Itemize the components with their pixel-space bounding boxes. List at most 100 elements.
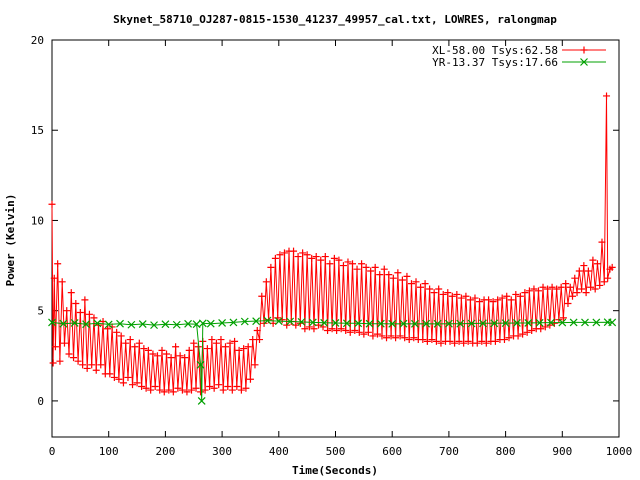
series-0-point-241 bbox=[591, 285, 599, 293]
x-tick-label-6: 600 bbox=[382, 445, 402, 458]
series-0-point-136 bbox=[353, 265, 361, 273]
series-0-point-93 bbox=[256, 336, 264, 344]
x-tick-label-4: 400 bbox=[269, 445, 289, 458]
series-0-point-115 bbox=[305, 323, 313, 331]
series-1-point-46 bbox=[535, 318, 544, 327]
series-0-point-161 bbox=[410, 334, 418, 342]
series-0-point-29 bbox=[110, 373, 118, 381]
series-0-point-89 bbox=[246, 375, 254, 383]
series-1-point-36 bbox=[422, 319, 431, 328]
series-0-point-249 bbox=[608, 263, 616, 271]
series-0-point-170 bbox=[430, 289, 438, 297]
series-1-point-1 bbox=[59, 319, 68, 328]
series-0-point-71 bbox=[206, 382, 214, 390]
series-1-point-9 bbox=[150, 321, 158, 330]
series-0-point-184 bbox=[462, 292, 470, 300]
series-0-point-80 bbox=[226, 339, 234, 347]
series-0-point-186 bbox=[466, 296, 474, 304]
series-0-point-19 bbox=[88, 361, 96, 369]
series-0-point-58 bbox=[176, 352, 184, 360]
series-0-point-98 bbox=[267, 263, 275, 271]
series-0-point-179 bbox=[451, 339, 459, 347]
series-0-point-1 bbox=[49, 359, 57, 367]
series-0-point-50 bbox=[158, 346, 166, 354]
series-0-point-162 bbox=[412, 278, 420, 286]
series-0-point-10 bbox=[67, 289, 75, 297]
series-0-point-85 bbox=[237, 386, 245, 394]
series-1-point-23 bbox=[274, 317, 283, 326]
series-0-point-158 bbox=[403, 272, 411, 280]
series-0-point-202 bbox=[503, 292, 511, 300]
series-0-point-233 bbox=[573, 289, 581, 297]
series-0-point-46 bbox=[149, 350, 157, 358]
chart-title: Skynet_58710_OJ287-0815-1530_41237_49957… bbox=[113, 13, 557, 26]
series-0-point-232 bbox=[571, 274, 579, 282]
series-0-point-134 bbox=[349, 260, 357, 268]
series-0-point-240 bbox=[589, 256, 597, 264]
series-0-point-154 bbox=[394, 269, 402, 277]
series-0-point-146 bbox=[376, 271, 384, 279]
series-0-point-173 bbox=[437, 339, 445, 347]
series-0-point-216 bbox=[534, 287, 542, 295]
series-0-point-243 bbox=[596, 281, 604, 289]
series-0-point-12 bbox=[72, 299, 80, 307]
series-0-point-17 bbox=[83, 364, 91, 372]
series-0-point-67 bbox=[197, 388, 205, 396]
x-tick-label-0: 0 bbox=[49, 445, 56, 458]
y-tick-label-3: 15 bbox=[31, 124, 44, 137]
series-0-point-7 bbox=[60, 339, 68, 347]
series-1-point-8 bbox=[138, 320, 147, 328]
series-0-point-145 bbox=[373, 330, 381, 338]
x-tick-label-2: 200 bbox=[155, 445, 175, 458]
series-0-point-47 bbox=[151, 382, 159, 390]
series-0-point-181 bbox=[455, 337, 463, 345]
series-0-point-124 bbox=[326, 260, 334, 268]
series-0-point-211 bbox=[523, 328, 531, 336]
series-0-point-123 bbox=[324, 327, 332, 335]
series-0 bbox=[48, 92, 616, 396]
series-0-point-77 bbox=[219, 386, 227, 394]
series-0-point-172 bbox=[435, 285, 443, 293]
x-tick-label-1: 100 bbox=[99, 445, 119, 458]
series-1-point-50 bbox=[581, 318, 589, 327]
series-0-point-153 bbox=[392, 334, 400, 342]
y-tick-label-0: 0 bbox=[37, 395, 44, 408]
series-1-point-15 bbox=[197, 396, 206, 405]
series-0-point-198 bbox=[494, 296, 502, 304]
series-0-point-43 bbox=[142, 384, 150, 392]
series-0-point-214 bbox=[530, 285, 538, 293]
series-0-point-84 bbox=[235, 346, 243, 354]
series-0-point-38 bbox=[131, 343, 139, 351]
series-0-point-37 bbox=[129, 381, 137, 389]
series-0-point-81 bbox=[228, 386, 236, 394]
series-1-point-37 bbox=[433, 319, 442, 328]
series-0-point-144 bbox=[371, 263, 379, 271]
series-0-point-227 bbox=[559, 314, 567, 322]
series-0-point-26 bbox=[104, 325, 112, 333]
series-0-point-65 bbox=[192, 384, 200, 392]
series-0-point-224 bbox=[553, 285, 561, 293]
series-0-point-207 bbox=[514, 332, 522, 340]
series-0-point-88 bbox=[244, 343, 252, 351]
series-0-point-182 bbox=[457, 294, 465, 302]
series-0-point-139 bbox=[360, 330, 368, 338]
series-0-point-72 bbox=[208, 336, 216, 344]
series-0-point-165 bbox=[419, 336, 427, 344]
series-0-point-54 bbox=[167, 354, 175, 362]
series-0-point-32 bbox=[117, 332, 125, 340]
series-1-point-44 bbox=[513, 319, 521, 327]
x-tick-label-5: 500 bbox=[326, 445, 346, 458]
series-0-point-126 bbox=[330, 254, 338, 262]
series-0-point-83 bbox=[233, 382, 241, 390]
series-1-point-18 bbox=[218, 319, 227, 327]
series-0-point-164 bbox=[417, 283, 425, 291]
series-1-point-17 bbox=[206, 319, 215, 328]
series-0-point-191 bbox=[478, 337, 486, 345]
series-0-point-82 bbox=[231, 337, 239, 345]
series-0-point-39 bbox=[133, 379, 141, 387]
series-0-point-188 bbox=[471, 294, 479, 302]
series-0-point-135 bbox=[351, 327, 359, 335]
series-0-point-239 bbox=[587, 283, 595, 291]
legend-label-xl: XL-58.00 Tsys:62.58 bbox=[432, 44, 558, 57]
series-0-point-2 bbox=[50, 274, 58, 282]
